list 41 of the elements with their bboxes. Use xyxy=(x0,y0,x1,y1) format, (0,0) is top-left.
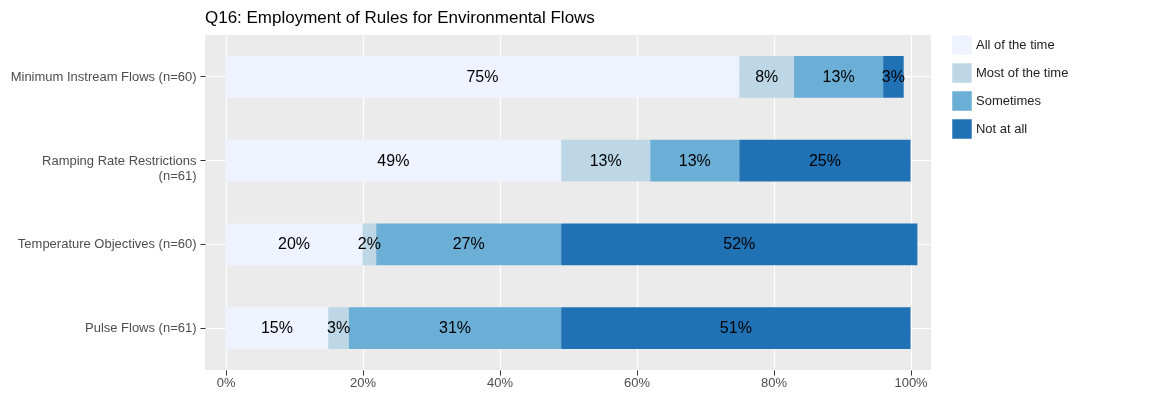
bar xyxy=(561,139,651,182)
legend-label: Sometimes xyxy=(975,93,1042,108)
data-label: 27% xyxy=(452,235,485,253)
x-tick-label: 20% xyxy=(350,375,377,391)
y-tick-label: Ramping Rate Restrictions (n=61) xyxy=(42,152,197,183)
data-label: 25% xyxy=(808,151,841,169)
bar xyxy=(225,139,562,182)
bar xyxy=(794,55,884,98)
data-label: 51% xyxy=(719,319,752,337)
data-label: 49% xyxy=(377,151,410,169)
data-label: 2% xyxy=(357,235,381,253)
data-label: 3% xyxy=(327,319,351,337)
bar xyxy=(739,55,795,98)
data-label: 20% xyxy=(278,235,311,253)
data-label: 52% xyxy=(723,235,756,253)
bar xyxy=(561,307,911,350)
legend-label: Not at all xyxy=(975,121,1028,136)
bar xyxy=(561,223,918,266)
y-tick-label: Pulse Flows (n=61) xyxy=(85,320,197,336)
y-tick-label: Minimum Instream Flows (n=60) xyxy=(10,68,197,84)
y-tick-label: Temperature Objectives (n=60) xyxy=(17,236,197,252)
bar xyxy=(739,139,911,182)
data-label: 15% xyxy=(260,319,293,337)
x-tick-label: 60% xyxy=(624,375,651,391)
legend-label: Most of the time xyxy=(975,65,1069,80)
x-tick-label: 100% xyxy=(894,375,929,391)
x-tick-label: 80% xyxy=(761,375,788,391)
x-tick-label: 0% xyxy=(216,375,236,391)
data-label: 75% xyxy=(466,67,499,85)
data-label: 8% xyxy=(755,67,779,85)
chart-title: Q16: Employment of Rules for Environmental Flows xyxy=(205,8,595,27)
bar xyxy=(650,139,740,182)
data-label: 31% xyxy=(439,319,472,337)
x-tick-label: 40% xyxy=(487,375,514,391)
bar xyxy=(225,307,329,350)
data-label: 13% xyxy=(678,151,711,169)
bar xyxy=(225,55,740,98)
legend-label: All of the time xyxy=(975,37,1055,52)
data-label: 13% xyxy=(589,151,622,169)
data-label: 13% xyxy=(822,67,855,85)
bar xyxy=(348,307,562,350)
